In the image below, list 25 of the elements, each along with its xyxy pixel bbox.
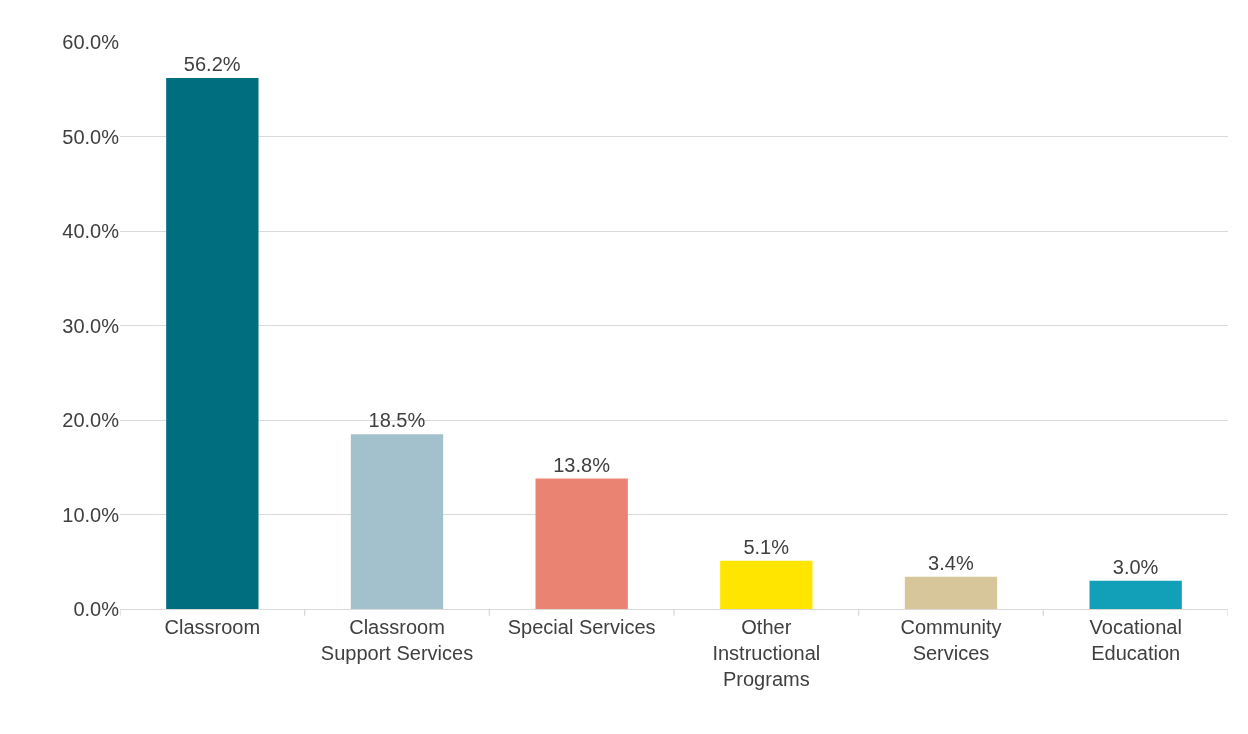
data-label: 5.1%: [743, 535, 790, 558]
x-tick-label: Community Services: [900, 616, 1002, 664]
bar: [535, 478, 628, 609]
y-tick-label: 30.0%: [62, 314, 120, 337]
bar: [720, 560, 813, 609]
y-tick-label: 50.0%: [62, 125, 120, 148]
bar: [350, 434, 444, 609]
y-tick-label: 0.0%: [73, 598, 120, 620]
bar: [904, 576, 998, 609]
bar: [166, 77, 259, 609]
x-tick-label: Vocational Education: [1089, 616, 1182, 664]
data-label: 56.2%: [183, 52, 241, 75]
y-tick-label: 20.0%: [62, 409, 120, 431]
x-tick-label: Classroom Support Services: [320, 616, 474, 664]
data-label: 13.8%: [553, 453, 611, 476]
x-tick-label: Special Services: [507, 616, 656, 638]
data-label: 3.4%: [928, 551, 974, 574]
y-tick-label: 60.0%: [62, 31, 120, 53]
y-tick-label: 10.0%: [62, 503, 120, 526]
x-tick-label: Classroom: [164, 616, 261, 638]
data-label: 3.0%: [1112, 555, 1159, 578]
y-tick-label: 40.0%: [62, 220, 120, 242]
data-label: 18.5%: [368, 409, 426, 432]
x-tick-label: Other Instructional Programs: [712, 616, 821, 690]
bar: [1089, 580, 1182, 609]
